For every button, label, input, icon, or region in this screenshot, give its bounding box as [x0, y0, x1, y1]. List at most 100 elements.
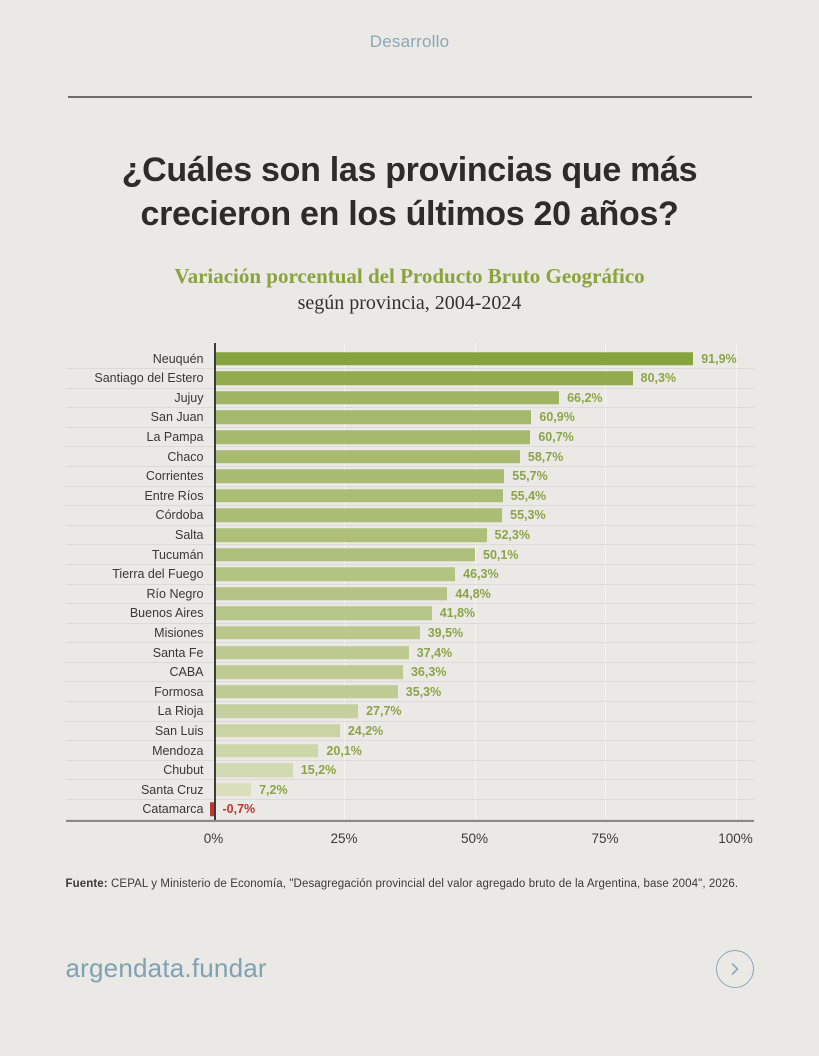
chart-row: Neuquén 91,9%: [65, 349, 754, 369]
value-label: 60,7%: [538, 430, 574, 445]
category-label: Chubut: [163, 763, 204, 778]
x-tick-label: 0%: [203, 830, 224, 846]
category-label: Entre Ríos: [144, 488, 204, 503]
x-tick-label: 75%: [591, 830, 619, 846]
bar: [213, 685, 398, 699]
bar: [213, 469, 505, 483]
category-label: Buenos Aires: [129, 606, 204, 621]
chart-row: Río Negro 44,8%: [65, 585, 754, 605]
category-label: Corrientes: [145, 469, 204, 484]
chart-row: Tierra del Fuego 46,3%: [65, 565, 754, 585]
row-plot: 55,3%: [213, 506, 754, 525]
value-label: 66,2%: [567, 390, 603, 405]
bar: [213, 508, 503, 523]
bar: [213, 606, 432, 621]
value-label: 36,3%: [410, 665, 447, 680]
chart-row: La Rioja 27,7%: [65, 702, 754, 722]
category-label: Catamarca: [142, 802, 204, 817]
row-plot: 35,3%: [213, 682, 754, 701]
bar: [213, 743, 319, 758]
x-tick-label: 25%: [330, 830, 358, 846]
category-label: Santiago del Estero: [94, 371, 204, 386]
kicker: Desarrollo: [369, 32, 450, 51]
source-label: Fuente:: [65, 877, 108, 890]
bar: [213, 410, 532, 425]
bar: [213, 371, 633, 386]
bar: [213, 587, 448, 601]
row-plot: 55,4%: [213, 487, 754, 506]
row-plot: 24,2%: [213, 722, 754, 741]
value-label: 46,3%: [463, 567, 499, 582]
chart-row: Tucumán 50,1%: [65, 545, 754, 565]
category-label: Río Negro: [146, 586, 204, 601]
chart-row: Formosa 35,3%: [65, 682, 754, 703]
gridline: [605, 343, 606, 820]
chart-subtitle: según provincia, 2004-2024: [297, 292, 522, 315]
row-plot: 55,7%: [213, 467, 754, 486]
category-label: Tucumán: [151, 547, 204, 562]
row-plot: 46,3%: [213, 565, 754, 584]
chart-row: San Juan 60,9%: [65, 408, 754, 428]
row-plot: 60,7%: [213, 428, 754, 447]
row-plot: -0,7%: [209, 800, 754, 819]
gridline: [474, 343, 476, 820]
value-label: 52,3%: [494, 528, 530, 543]
chart-row: CABA 36,3%: [65, 663, 754, 683]
category-label: La Rioja: [157, 704, 204, 719]
category-label: CABA: [169, 665, 204, 680]
value-label: -0,7%: [222, 802, 256, 817]
chart-row: Santa Fe 37,4%: [65, 643, 754, 663]
chart-row: San Luis 24,2%: [65, 722, 754, 742]
chart-row: Catamarca -0,7%: [65, 800, 754, 820]
value-label: 50,1%: [483, 547, 519, 562]
category-label: Salta: [175, 528, 204, 543]
row-plot: 52,3%: [213, 526, 754, 545]
category-label: San Juan: [150, 410, 204, 425]
value-label: 27,7%: [366, 704, 402, 719]
category-label: Chaco: [167, 449, 204, 464]
category-label: Misiones: [154, 625, 204, 640]
chart-row: Córdoba 55,3%: [65, 506, 754, 526]
chart-row: Mendoza 20,1%: [65, 741, 754, 761]
category-label: Córdoba: [155, 508, 204, 523]
value-label: 39,5%: [427, 625, 464, 640]
row-plot: 60,9%: [213, 408, 754, 427]
chart-row: Corrientes 55,7%: [65, 467, 754, 487]
bar: [213, 782, 252, 797]
infographic: Desarrollo ¿Cuáles son las provincias qu…: [65, 32, 754, 988]
row-plot: 41,8%: [213, 604, 754, 623]
chart-row: Jujuy 66,2%: [65, 389, 754, 409]
x-axis: 0% 25% 50% 75% 100%: [66, 822, 754, 848]
bar: [213, 724, 340, 738]
value-label: 35,3%: [405, 684, 442, 699]
value-label: 55,4%: [510, 488, 547, 503]
bar-chart: Neuquén 91,9% Santiago del Estero 80,3% Juju…: [65, 343, 754, 848]
bar: [213, 665, 403, 679]
bar: [213, 763, 293, 777]
value-label: 55,7%: [512, 469, 548, 484]
chart-row: Santiago del Estero 80,3%: [65, 369, 754, 389]
category-label: Jujuy: [174, 390, 204, 405]
row-plot: 36,3%: [213, 663, 754, 682]
divider-line: [67, 96, 752, 98]
category-label: Santa Fe: [152, 645, 204, 660]
next-button[interactable]: [715, 949, 754, 988]
source-text: CEPAL y Ministerio de Economía, "Desagre…: [107, 877, 739, 890]
value-label: 24,2%: [347, 723, 384, 738]
value-label: 7,2%: [259, 782, 288, 797]
category-label: La Pampa: [146, 430, 204, 445]
gridline: [344, 343, 345, 820]
value-label: 60,9%: [539, 410, 575, 425]
chart-row: Misiones 39,5%: [65, 624, 754, 644]
row-plot: 37,4%: [213, 643, 754, 662]
chart-row: Chubut 15,2%: [65, 761, 754, 781]
row-plot: 39,5%: [213, 624, 754, 643]
bar: [213, 704, 359, 719]
chart-row: Chaco 58,7%: [65, 447, 754, 467]
row-plot: 44,8%: [213, 585, 754, 604]
value-label: 91,9%: [701, 351, 737, 366]
bar: [213, 489, 503, 503]
category-label: Formosa: [154, 684, 204, 699]
category-label: Neuquén: [152, 351, 204, 366]
bar: [213, 645, 409, 660]
